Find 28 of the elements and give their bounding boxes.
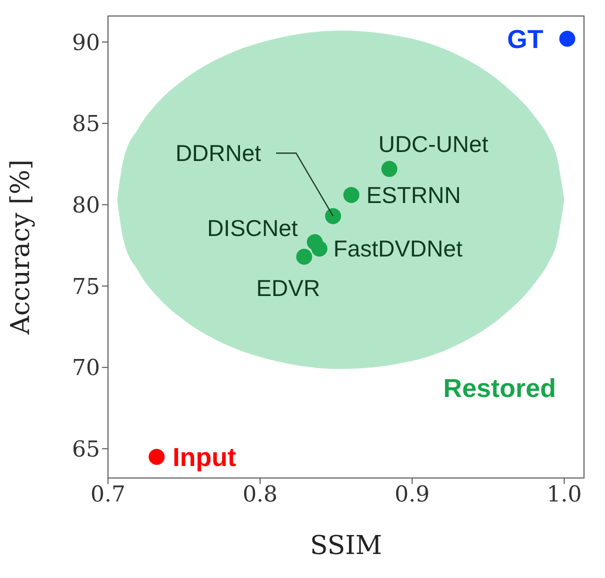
annotation: DISCNet <box>207 215 298 242</box>
point <box>296 248 312 265</box>
x-tick-label: 0.8 <box>242 482 278 508</box>
x-tick-label: 0.7 <box>90 482 126 508</box>
y-tick-label: 70 <box>72 356 100 382</box>
text: Restored <box>443 373 556 404</box>
series-label: GT <box>507 24 544 54</box>
annotation: UDC-UNet <box>378 130 489 157</box>
x-axis-title: SSIM <box>310 531 382 561</box>
annotation: ESTRNN <box>366 182 461 208</box>
point <box>343 186 360 203</box>
point <box>559 30 576 47</box>
x-tick-label: 1.0 <box>546 482 582 508</box>
point <box>325 208 342 224</box>
y-axis-title: Accuracy [%] <box>6 159 36 336</box>
y-tick-label: 85 <box>72 112 100 138</box>
y-tick-label: 80 <box>72 194 100 219</box>
annotation: EDVR <box>256 274 320 301</box>
point <box>311 240 328 257</box>
annotation: DDRNet <box>175 140 262 166</box>
annotation: FastDVDNet <box>333 236 464 262</box>
series-label: Input <box>172 442 237 472</box>
y-tick-label: 90 <box>72 30 100 56</box>
point <box>148 448 165 465</box>
y-tick-label: 65 <box>72 438 100 463</box>
x-tick-label: 0.9 <box>394 482 430 508</box>
point <box>381 160 398 177</box>
y-tick-label: 75 <box>72 274 100 300</box>
